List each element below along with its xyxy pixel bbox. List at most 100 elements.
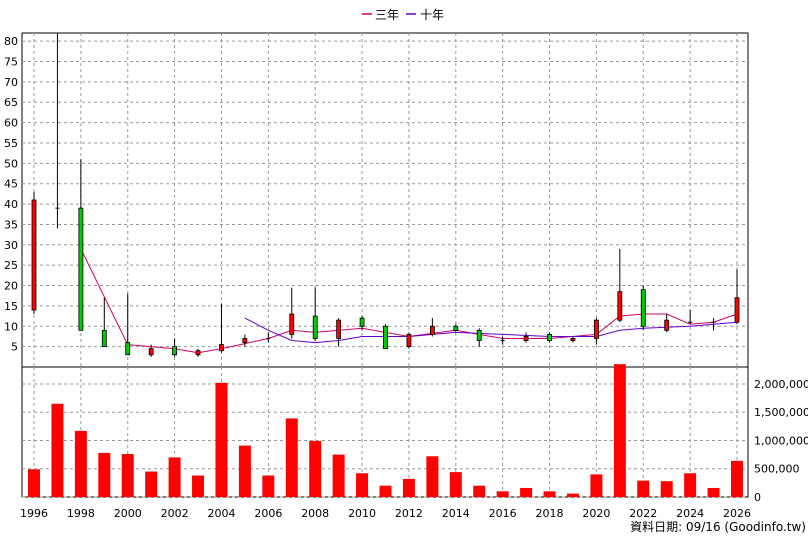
price-y-tick-label: 35 (4, 218, 18, 231)
volume-bar (238, 445, 251, 497)
price-y-tick-label: 15 (4, 300, 18, 313)
volume-bar (473, 485, 486, 497)
candlestick (570, 336, 576, 343)
candlestick (640, 285, 646, 331)
price-y-tick-label: 55 (4, 137, 18, 150)
legend-label-10yr: 十年 (420, 8, 444, 22)
candlestick (336, 318, 342, 347)
volume-bar (262, 475, 275, 497)
candle-body (289, 313, 295, 335)
x-tick-label: 2014 (442, 507, 470, 520)
price-y-tick-label: 5 (11, 341, 18, 354)
volume-panel: 0 500,000 1,000,000 1,500,000 2,000,000 (21, 364, 808, 504)
x-tick-label: 2020 (582, 507, 610, 520)
candlestick (219, 303, 224, 353)
x-tick-label: 2004 (207, 507, 235, 520)
candlestick (55, 33, 60, 229)
volume-bar (285, 418, 298, 497)
price-y-tick-label: 75 (4, 56, 18, 69)
candlestick (266, 332, 271, 343)
volume-bar (121, 454, 134, 497)
candle-body (734, 297, 740, 323)
candlestick (594, 318, 599, 345)
volume-bar (379, 485, 392, 497)
volume-y-tick-label: 1,500,000 (754, 406, 808, 419)
candle-body (78, 207, 84, 331)
volume-bar (496, 491, 509, 497)
candlestick (500, 336, 505, 345)
volume-bar (566, 493, 579, 497)
price-y-tick-label: 40 (4, 198, 18, 211)
volume-bar (426, 456, 439, 497)
volume-bar (215, 382, 228, 497)
x-tick-label: 2016 (489, 507, 517, 520)
price-y-tick-label: 30 (4, 239, 18, 252)
candlestick (547, 332, 552, 343)
legend: 三年 十年 (362, 8, 444, 22)
volume-bar (684, 473, 697, 497)
candlestick (195, 348, 201, 357)
candle-body (664, 319, 670, 331)
x-tick-label: 2012 (395, 507, 423, 520)
volume-y-tick-label: 1,000,000 (754, 434, 808, 447)
candle-body (429, 325, 435, 335)
candlestick (148, 344, 154, 357)
price-y-tick-label: 80 (4, 35, 18, 48)
volume-plot-frame (21, 366, 749, 498)
legend-label-3yr: 三年 (375, 8, 399, 22)
candle-body (359, 317, 365, 327)
candlestick (312, 287, 318, 341)
candle-body (406, 334, 412, 348)
volume-bar (332, 454, 345, 497)
candle-body (172, 346, 178, 356)
candle-body (594, 319, 599, 339)
volume-bar (74, 430, 87, 497)
volume-bar (660, 481, 673, 497)
volume-bar (309, 441, 322, 497)
x-tick-label: 2018 (536, 507, 564, 520)
candle-body (242, 338, 248, 343)
price-y-tick-label: 70 (4, 76, 18, 89)
candlestick (125, 293, 131, 356)
volume-bar (98, 452, 111, 497)
volume-bar (637, 480, 650, 497)
volume-bar (28, 469, 40, 497)
candle-body (453, 325, 459, 331)
price-y-tick-label: 10 (4, 320, 18, 333)
candle-body (219, 344, 224, 352)
candle-body (640, 289, 646, 327)
volume-bar (192, 475, 205, 497)
candlestick (617, 248, 623, 323)
price-y-axis: 5 10 15 20 25 30 35 40 45 50 55 60 65 70 75 80 (4, 35, 18, 353)
volume-bar (707, 487, 720, 497)
volume-bar (590, 474, 603, 497)
price-y-tick-label: 20 (4, 280, 18, 293)
volume-y-axis: 0 500,000 1,000,000 1,500,000 2,000,000 (754, 378, 808, 504)
x-tick-label: 1996 (20, 507, 48, 520)
candlestick (711, 318, 716, 331)
candle-body (195, 350, 201, 356)
price-plot-frame (21, 32, 749, 368)
price-y-tick-label: 60 (4, 117, 18, 130)
volume-bar (402, 478, 415, 497)
volume-y-tick-label: 2,000,000 (754, 378, 808, 391)
candlestick (734, 269, 740, 325)
candlestick (453, 324, 459, 333)
volume-bar (145, 471, 158, 497)
candle-body (312, 315, 318, 339)
candle-body (125, 342, 131, 356)
price-y-tick-label: 50 (4, 157, 18, 170)
volume-bar (731, 460, 743, 497)
volume-bar (51, 403, 64, 497)
candlestick (664, 314, 670, 333)
candle-body (617, 291, 623, 321)
candle-body (523, 336, 529, 341)
candle-body (101, 329, 107, 348)
x-axis: 1996 1998 2000 2002 2004 2006 2008 2010 2012 2014… (20, 507, 751, 520)
candle-body (383, 325, 388, 350)
candlestick (289, 287, 295, 339)
volume-bars (28, 364, 743, 497)
volume-bar (520, 487, 533, 497)
volume-bar (356, 473, 369, 497)
